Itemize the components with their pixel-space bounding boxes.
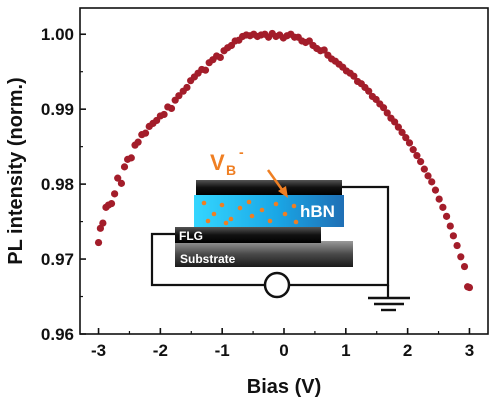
y-tick-label: 0.98 <box>41 175 74 194</box>
data-point <box>320 46 328 54</box>
data-point <box>431 186 440 194</box>
substrate-label: Substrate <box>180 252 236 266</box>
y-tick-label: 0.97 <box>41 250 74 269</box>
y-axis-label: PL intensity (norm.) <box>5 77 27 264</box>
ground-symbol <box>368 296 410 312</box>
data-point <box>120 163 129 171</box>
flg-layer <box>175 227 321 243</box>
x-tick-label: -3 <box>91 341 106 360</box>
x-tick-label: 2 <box>403 341 412 360</box>
voltage-source-circle <box>263 271 291 299</box>
circuit-wires <box>150 185 390 297</box>
data-point <box>99 219 107 227</box>
data-point <box>183 83 191 92</box>
data-point <box>439 203 447 211</box>
data-point <box>465 283 474 292</box>
plot-frame <box>79 7 489 335</box>
data-point <box>442 212 451 220</box>
vb-defect-dot <box>273 201 279 207</box>
vb-defect-dot <box>219 202 225 208</box>
x-tick-label: 0 <box>279 341 288 360</box>
data-point <box>201 66 210 74</box>
vb-arrow-head <box>278 186 288 198</box>
data-point <box>405 139 414 147</box>
data-point <box>117 179 126 187</box>
data-points <box>94 29 474 292</box>
data-point <box>402 134 410 142</box>
data-point <box>94 238 103 247</box>
data-point <box>134 138 142 146</box>
data-point <box>111 190 119 198</box>
x-tick-label: 3 <box>465 341 474 360</box>
vb-defect-dot <box>293 219 299 225</box>
vb-label-sub: B <box>226 162 236 178</box>
y-tick-label: 1.00 <box>41 25 74 44</box>
device-schematic-inset: Substrate FLG hBN V B - <box>150 144 410 312</box>
vb-defect-dot <box>291 203 297 209</box>
vb-defect-dot <box>237 205 243 211</box>
data-point <box>107 200 116 208</box>
data-point <box>175 92 183 100</box>
data-point <box>457 253 465 261</box>
vb-label-sup: - <box>239 144 244 160</box>
data-point <box>435 195 443 203</box>
data-point <box>409 146 417 154</box>
data-point <box>449 232 457 240</box>
vb-defect-dot <box>246 199 252 205</box>
data-point <box>391 118 399 126</box>
data-point <box>127 154 135 162</box>
vb-defect-dot <box>205 218 211 224</box>
data-point <box>167 104 176 113</box>
substrate-layer <box>175 241 353 267</box>
vb-defect-dot <box>282 211 288 217</box>
data-point <box>398 128 406 137</box>
data-point <box>141 129 150 137</box>
data-point <box>379 104 388 112</box>
data-point <box>420 165 428 173</box>
vb-defect-dot <box>249 213 255 219</box>
vb-defect-dot <box>259 207 265 213</box>
hbn-label: hBN <box>300 202 335 221</box>
top-contact-layer <box>196 180 342 195</box>
x-tick-label: -2 <box>153 341 168 360</box>
data-point <box>424 172 432 180</box>
data-point <box>365 87 373 95</box>
vb-defect-dot <box>201 200 207 206</box>
data-point <box>417 158 425 166</box>
x-tick-label: 1 <box>341 341 350 360</box>
vb-defect-dot <box>267 218 273 224</box>
data-point <box>160 110 168 119</box>
y-tick-label: 0.96 <box>41 325 74 344</box>
vb-defect-dot <box>228 216 234 222</box>
data-point <box>428 178 436 186</box>
data-point <box>413 152 421 160</box>
data-point <box>460 262 469 271</box>
vb-defect-dot <box>223 220 229 226</box>
data-point <box>216 53 224 62</box>
data-point <box>453 241 461 250</box>
vb-arrow-line <box>266 169 285 192</box>
axis-ticks: -3 -2 -1 0 1 2 3 0.96 0.97 0.98 0.99 1.00 <box>41 25 474 360</box>
x-axis-label: Bias (V) <box>247 376 321 398</box>
x-tick-label: -1 <box>215 341 230 360</box>
vb-defect-dots <box>201 199 299 226</box>
data-point <box>446 222 454 230</box>
data-point <box>394 123 402 131</box>
vb-defect-dot <box>211 211 217 217</box>
vb-annotation: V B - <box>210 144 288 198</box>
flg-label: FLG <box>179 229 203 243</box>
data-point <box>350 72 358 80</box>
data-point <box>383 109 391 117</box>
data-point <box>114 174 122 182</box>
vb-label-main: V <box>210 150 225 175</box>
y-tick-label: 0.99 <box>41 100 74 119</box>
